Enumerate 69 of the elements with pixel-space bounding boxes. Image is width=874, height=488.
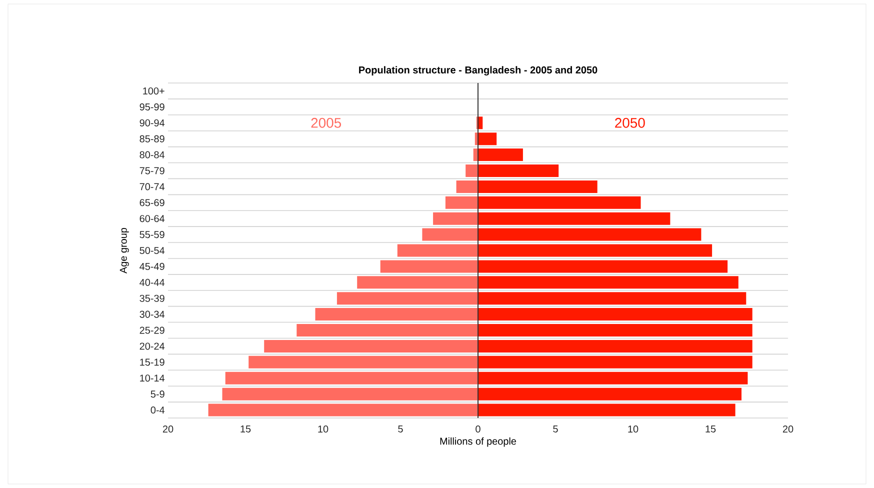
bar bbox=[225, 372, 478, 384]
bar bbox=[478, 308, 752, 321]
bar bbox=[478, 244, 712, 257]
bar bbox=[422, 228, 478, 241]
y-tick-label: 70-74 bbox=[140, 183, 165, 190]
bar bbox=[478, 228, 702, 241]
bar bbox=[336, 292, 478, 305]
y-axis-title: Age group bbox=[120, 228, 129, 274]
text: 2005 bbox=[311, 118, 342, 128]
y-tick-label: 35-39 bbox=[140, 294, 164, 302]
x-tick-label: 15 bbox=[240, 426, 251, 432]
bar bbox=[466, 164, 478, 177]
y-tick-label: 60-64 bbox=[140, 215, 165, 222]
bar bbox=[315, 308, 478, 321]
bar bbox=[478, 356, 752, 368]
bar bbox=[264, 340, 478, 352]
y-tick-label: 30-34 bbox=[140, 310, 165, 318]
bar bbox=[478, 372, 748, 384]
y-tick-label: 50-54 bbox=[140, 246, 165, 254]
y-tick-label: 5-9 bbox=[150, 390, 164, 398]
x-tick-label: 0 bbox=[476, 426, 480, 433]
bar bbox=[478, 260, 728, 273]
bar bbox=[222, 388, 478, 400]
y-tick-label: 10-14 bbox=[140, 374, 165, 382]
y-tick-label: 65-69 bbox=[140, 199, 164, 206]
bar bbox=[445, 196, 478, 209]
y-tick-label: 55-59 bbox=[140, 231, 164, 238]
y-tick-label: 15-19 bbox=[140, 358, 164, 366]
text: 2050 bbox=[615, 118, 645, 128]
bar bbox=[397, 244, 478, 257]
x-tick-label: 20 bbox=[782, 426, 794, 433]
y-tick-label: 80-84 bbox=[140, 151, 165, 158]
bar bbox=[478, 180, 598, 193]
y-tick-label: 75-79 bbox=[140, 167, 164, 174]
bar bbox=[478, 276, 738, 289]
x-tick-label: 10 bbox=[318, 426, 328, 433]
y-tick-label: 95-99 bbox=[140, 103, 164, 110]
bar bbox=[296, 324, 478, 337]
x-tick-label: 10 bbox=[628, 426, 638, 433]
bar bbox=[208, 404, 478, 416]
y-tick-label: 45-49 bbox=[140, 262, 164, 270]
y-tick-label: 85-89 bbox=[140, 135, 164, 142]
bar bbox=[456, 180, 478, 193]
bar bbox=[478, 132, 497, 146]
chart-title: Population structure - Bangladesh - 2005 and 2050 bbox=[359, 66, 598, 76]
x-tick-label: 5 bbox=[398, 426, 403, 432]
bar bbox=[433, 212, 478, 225]
x-axis-title: Millions of people bbox=[440, 437, 516, 447]
y-tick-label: 90-94 bbox=[140, 119, 165, 126]
bar bbox=[478, 324, 752, 337]
bar bbox=[357, 276, 478, 289]
bar bbox=[380, 260, 478, 273]
bar bbox=[478, 148, 523, 162]
x-tick-label: 15 bbox=[706, 426, 716, 432]
bar bbox=[478, 164, 559, 177]
y-tick-label: 25-29 bbox=[140, 326, 164, 334]
bar bbox=[248, 356, 478, 368]
bar bbox=[478, 212, 670, 225]
y-tick-label: 20-24 bbox=[140, 342, 165, 350]
y-tick-label: 0-4 bbox=[150, 406, 165, 414]
x-tick-label: 5 bbox=[553, 426, 558, 432]
bar bbox=[478, 340, 752, 352]
bar bbox=[478, 292, 746, 305]
bar bbox=[478, 388, 742, 400]
x-tick-label: 20 bbox=[162, 426, 174, 433]
bar bbox=[478, 404, 736, 416]
bar bbox=[478, 196, 641, 209]
y-tick-label: 40-44 bbox=[140, 278, 165, 286]
y-tick-label: 100+ bbox=[143, 87, 164, 94]
